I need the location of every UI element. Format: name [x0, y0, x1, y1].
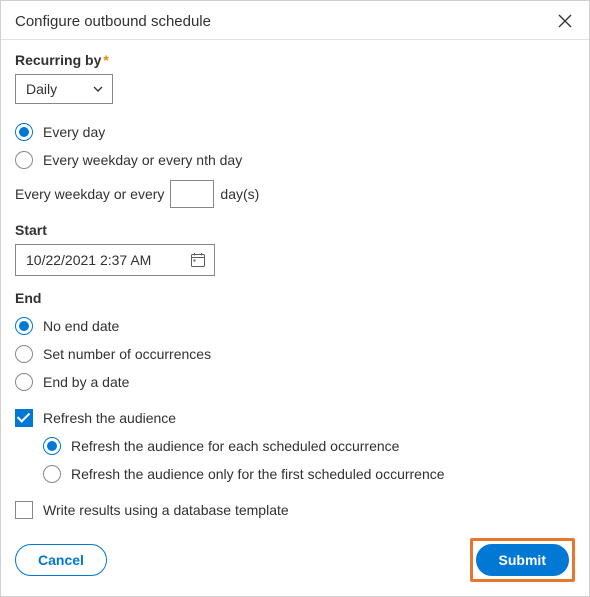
refresh-each-label: Refresh the audience for each scheduled …: [71, 438, 399, 454]
chevron-down-icon: [92, 83, 104, 95]
dialog-header: Configure outbound schedule: [1, 1, 589, 40]
no-end-date-radio[interactable]: No end date: [15, 312, 575, 340]
required-star-icon: *: [103, 52, 108, 68]
refresh-first-radio[interactable]: Refresh the audience only for the first …: [43, 460, 575, 488]
every-weekday-nth-radio[interactable]: Every weekday or every nth day: [15, 146, 575, 174]
dialog-footer: Cancel Submit: [1, 524, 589, 596]
dialog-title: Configure outbound schedule: [15, 13, 211, 30]
refresh-options-group: Refresh the audience for each scheduled …: [43, 432, 575, 488]
radio-icon: [15, 317, 33, 335]
start-datetime-input[interactable]: 10/22/2021 2:37 AM: [15, 244, 215, 276]
refresh-audience-label: Refresh the audience: [43, 410, 176, 426]
configure-schedule-dialog: Configure outbound schedule Recurring by…: [0, 0, 590, 597]
refresh-section: Refresh the audience Refresh the audienc…: [15, 404, 575, 488]
radio-icon: [15, 151, 33, 169]
radio-icon: [15, 345, 33, 363]
every-day-radio[interactable]: Every day: [15, 118, 575, 146]
refresh-each-radio[interactable]: Refresh the audience for each scheduled …: [43, 432, 575, 460]
end-by-date-radio[interactable]: End by a date: [15, 368, 575, 396]
recurring-options-group: Every day Every weekday or every nth day: [15, 118, 575, 174]
refresh-audience-checkbox[interactable]: Refresh the audience: [15, 404, 575, 432]
nth-suffix: day(s): [220, 186, 259, 202]
refresh-first-label: Refresh the audience only for the first …: [71, 466, 445, 482]
end-by-date-label: End by a date: [43, 374, 129, 390]
radio-icon: [15, 373, 33, 391]
recurring-by-text: Recurring by: [15, 52, 101, 68]
radio-icon: [43, 465, 61, 483]
end-label: End: [15, 290, 575, 306]
calendar-icon: [190, 252, 206, 268]
every-day-label: Every day: [43, 124, 105, 140]
no-end-date-label: No end date: [43, 318, 119, 334]
dialog-body: Recurring by* Daily Every day Every week…: [1, 40, 589, 524]
set-occurrences-label: Set number of occurrences: [43, 346, 211, 362]
submit-button[interactable]: Submit: [476, 544, 569, 576]
nth-day-row: Every weekday or every day(s): [15, 180, 575, 208]
nth-prefix: Every weekday or every: [15, 186, 164, 202]
recurring-by-select[interactable]: Daily: [15, 74, 113, 104]
submit-highlight: Submit: [470, 538, 575, 582]
recurring-by-label: Recurring by*: [15, 52, 575, 68]
start-label: Start: [15, 222, 575, 238]
cancel-button[interactable]: Cancel: [15, 544, 107, 576]
set-occurrences-radio[interactable]: Set number of occurrences: [15, 340, 575, 368]
nth-day-input[interactable]: [170, 180, 214, 208]
close-icon: [558, 14, 572, 28]
checkbox-icon: [15, 409, 33, 427]
radio-icon: [15, 123, 33, 141]
recurring-by-value: Daily: [26, 81, 57, 97]
radio-icon: [43, 437, 61, 455]
end-options-group: No end date Set number of occurrences En…: [15, 312, 575, 396]
checkbox-icon: [15, 501, 33, 519]
close-button[interactable]: [555, 11, 575, 31]
write-results-label: Write results using a database template: [43, 502, 289, 518]
write-results-checkbox[interactable]: Write results using a database template: [15, 496, 575, 524]
every-weekday-nth-label: Every weekday or every nth day: [43, 152, 242, 168]
start-value: 10/22/2021 2:37 AM: [26, 252, 151, 268]
